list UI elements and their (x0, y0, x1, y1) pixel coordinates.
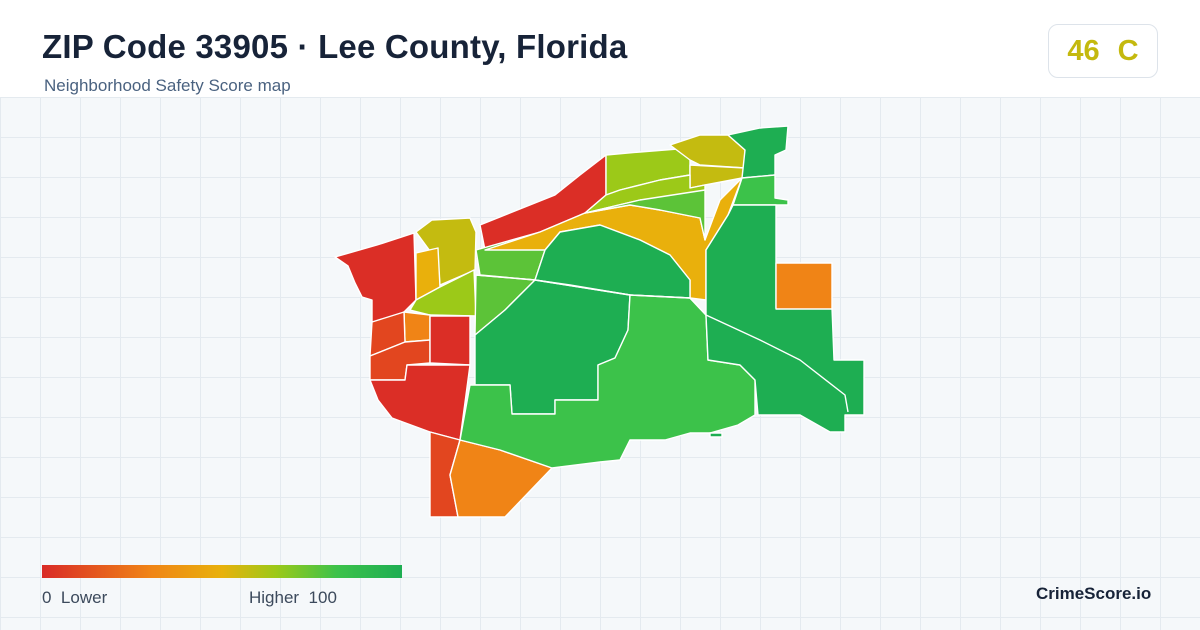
score-grade: C (1117, 34, 1139, 67)
legend-min-text: Lower (60, 588, 108, 607)
legend-min-label: 0 Lower (42, 588, 107, 608)
score-value: 46 (1067, 34, 1100, 67)
map-region[interactable] (584, 189, 706, 241)
map-region[interactable] (727, 125, 789, 179)
safety-score-badge: 46 C (1048, 24, 1158, 78)
map-region[interactable] (732, 174, 789, 206)
map-region[interactable] (709, 432, 723, 438)
page-title: ZIP Code 33905 · Lee County, Florida (42, 28, 628, 65)
legend-min-value: 0 (42, 588, 52, 607)
legend-max-label: Higher 100 (249, 588, 337, 608)
legend-color-scale (42, 565, 402, 578)
map-region[interactable] (705, 204, 865, 433)
header-bar: ZIP Code 33905 · Lee County, Florida Nei… (0, 0, 1200, 97)
brand-logo-text[interactable]: CrimeScore.io (1036, 584, 1152, 603)
legend-max-value: 100 (308, 588, 337, 607)
map-region[interactable] (403, 311, 431, 343)
page-subtitle: Neighborhood Safety Score map (44, 76, 291, 95)
map-region[interactable] (334, 232, 417, 323)
legend-max-text: Higher (249, 588, 300, 607)
map-region[interactable] (775, 262, 833, 310)
map-boundary-line (475, 274, 849, 413)
map-region[interactable] (429, 315, 471, 366)
